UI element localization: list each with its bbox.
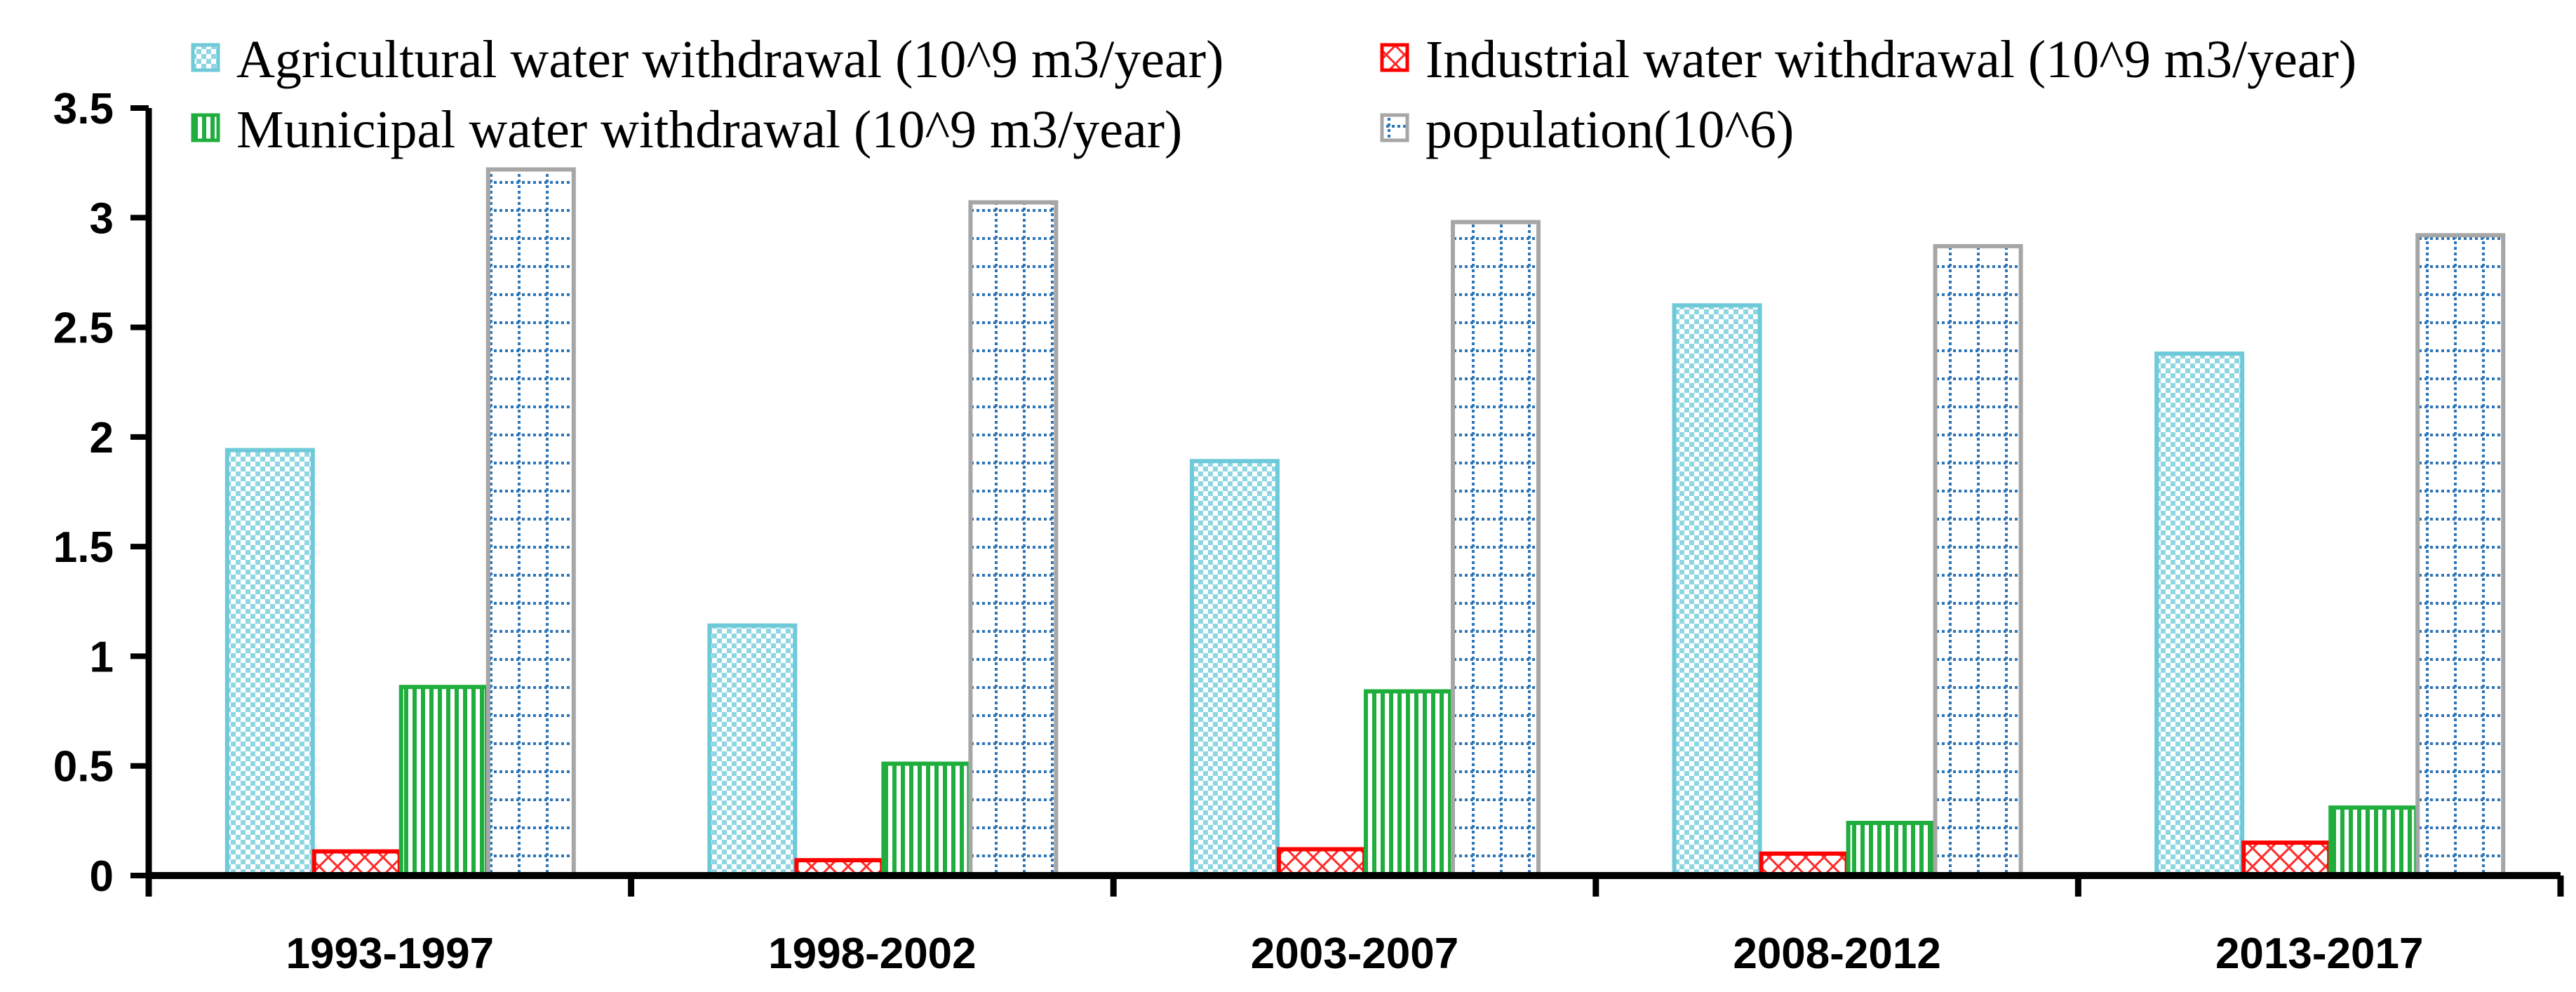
legend-swatch-population (1380, 113, 1409, 142)
y-tick-label: 2 (90, 414, 114, 462)
legend-item-agricultural: Agricultural water withdrawal (10^9 m3/y… (191, 30, 1223, 89)
legend-label-agricultural: Agricultural water withdrawal (10^9 m3/y… (236, 30, 1223, 89)
y-tick-label: 0.5 (53, 743, 114, 791)
x-axis: 1993-1997 1998-2002 2003-2007 2008-2012 2013… (145, 872, 2564, 978)
legend-swatch-industrial (1380, 43, 1409, 72)
legend-item-industrial: Industrial water withdrawal (10^9 m3/yea… (1380, 30, 2356, 89)
x-tick-label: 1993-1997 (286, 930, 495, 978)
bar-municipal-1998-2002 (881, 761, 972, 878)
bar-industrial-1993-1997 (311, 849, 402, 878)
legend: Agricultural water withdrawal (10^9 m3/y… (191, 30, 2356, 159)
bar-population-1998-2002 (968, 200, 1059, 878)
bar-agricultural-2013-2017 (2154, 351, 2245, 878)
legend-item-municipal: Municipal water withdrawal (10^9 m3/year… (191, 100, 1182, 159)
bar-population-2013-2017 (2415, 233, 2506, 878)
bar-population-1993-1997 (485, 167, 576, 878)
bar-agricultural-1998-2002 (707, 623, 798, 878)
x-tick-label: 1998-2002 (768, 930, 977, 978)
legend-label-industrial: Industrial water withdrawal (10^9 m3/yea… (1425, 30, 2356, 89)
legend-item-population: population(10^6) (1380, 100, 1794, 159)
bar-municipal-1993-1997 (398, 685, 489, 878)
legend-label-municipal: Municipal water withdrawal (10^9 m3/year… (236, 100, 1182, 159)
bar-municipal-2013-2017 (2328, 805, 2419, 878)
y-axis: 0 0.5 1 1.5 2 2.5 3 3.5 (53, 85, 152, 901)
legend-swatch-municipal (191, 113, 220, 142)
bar-industrial-2003-2007 (1277, 847, 1367, 878)
y-tick-label: 2.5 (53, 304, 114, 353)
x-tick-label: 2008-2012 (1733, 930, 1941, 978)
bars-group (224, 167, 2506, 878)
y-tick-label: 1.5 (53, 523, 114, 572)
bar-agricultural-2003-2007 (1190, 459, 1280, 878)
y-tick-label: 0 (90, 852, 114, 901)
x-tick-label: 2003-2007 (1251, 930, 1459, 978)
bar-population-2008-2012 (1933, 243, 2023, 878)
x-tick-label: 2013-2017 (2215, 930, 2424, 978)
legend-swatch-agricultural (191, 43, 220, 72)
bar-population-2003-2007 (1451, 220, 1541, 878)
bar-municipal-2003-2007 (1364, 689, 1454, 878)
bar-agricultural-2008-2012 (1672, 303, 1762, 878)
bar-industrial-2013-2017 (2241, 840, 2332, 878)
bar-agricultural-1993-1997 (224, 448, 315, 878)
bar-municipal-2008-2012 (1846, 820, 1936, 878)
y-tick-label: 3 (90, 194, 114, 243)
y-tick-label: 3.5 (53, 85, 114, 133)
legend-label-population: population(10^6) (1425, 100, 1794, 159)
y-tick-label: 1 (90, 633, 114, 681)
